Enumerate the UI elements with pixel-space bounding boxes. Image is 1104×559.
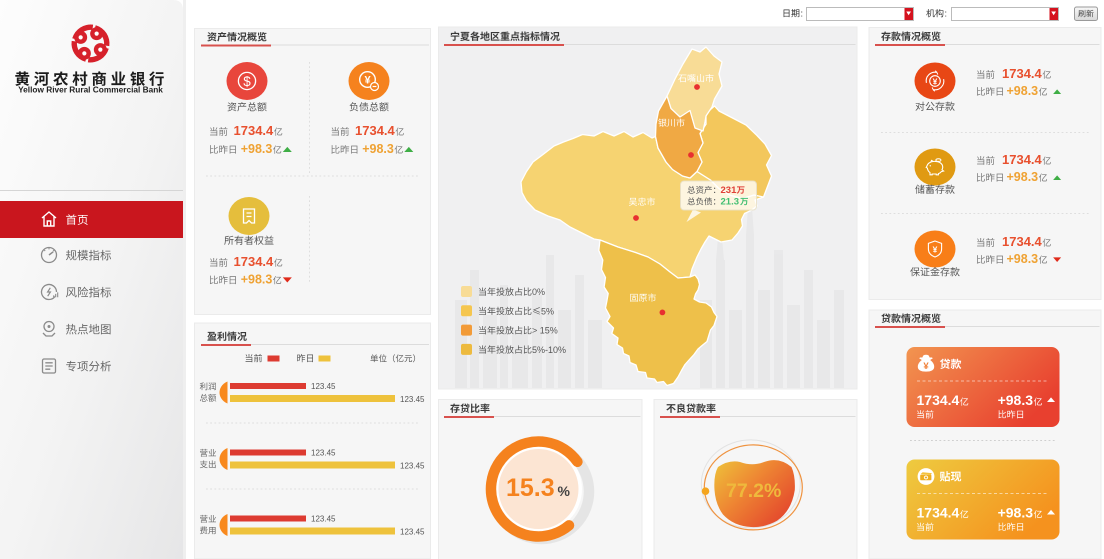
svg-text:123.45: 123.45 xyxy=(311,382,336,391)
svg-text:+98.3: +98.3 xyxy=(1007,252,1039,266)
svg-text:¥: ¥ xyxy=(364,75,371,87)
svg-text:+98.3: +98.3 xyxy=(998,505,1034,521)
svg-text:1734.4: 1734.4 xyxy=(355,123,396,138)
svg-text:123.45: 123.45 xyxy=(400,528,425,537)
svg-text:123.45: 123.45 xyxy=(311,515,336,524)
svg-text:1734.4: 1734.4 xyxy=(1002,234,1043,249)
svg-text:21.3: 21.3 xyxy=(721,197,740,208)
svg-text:5%: 5% xyxy=(541,306,554,316)
svg-text::: : xyxy=(801,9,804,19)
svg-text:+98.3: +98.3 xyxy=(998,392,1034,408)
svg-text:¥: ¥ xyxy=(933,244,938,254)
svg-text:1734.4: 1734.4 xyxy=(917,392,960,408)
svg-text:+98.3: +98.3 xyxy=(1007,170,1039,184)
svg-text::: : xyxy=(945,9,948,19)
svg-text:%: % xyxy=(558,483,571,499)
svg-text:1734.4: 1734.4 xyxy=(1002,152,1043,167)
svg-text:+98.3: +98.3 xyxy=(241,142,273,156)
svg-text:+98.3: +98.3 xyxy=(241,273,273,287)
svg-text:231: 231 xyxy=(721,185,738,196)
svg-text:1734.4: 1734.4 xyxy=(234,254,275,269)
svg-text:1734.4: 1734.4 xyxy=(1002,66,1043,81)
svg-text:5%-10%: 5%-10% xyxy=(532,345,566,355)
svg-text:123.45: 123.45 xyxy=(400,462,425,471)
svg-text:123.45: 123.45 xyxy=(311,449,336,458)
svg-text:Yellow River Rural Commercial: Yellow River Rural Commercial Bank xyxy=(18,85,163,95)
svg-text:> 15%: > 15% xyxy=(532,326,558,336)
svg-text:15.3: 15.3 xyxy=(506,474,555,502)
svg-text:¥: ¥ xyxy=(923,361,929,372)
svg-text:123.45: 123.45 xyxy=(400,395,425,404)
svg-text:1734.4: 1734.4 xyxy=(917,505,960,521)
svg-text:77.2%: 77.2% xyxy=(726,480,781,502)
svg-text:¥: ¥ xyxy=(933,76,938,86)
svg-text:+98.3: +98.3 xyxy=(1007,84,1039,98)
svg-text:1734.4: 1734.4 xyxy=(234,123,275,138)
svg-text:0%: 0% xyxy=(532,287,545,297)
svg-text:$: $ xyxy=(243,74,251,89)
svg-text:+98.3: +98.3 xyxy=(362,142,394,156)
